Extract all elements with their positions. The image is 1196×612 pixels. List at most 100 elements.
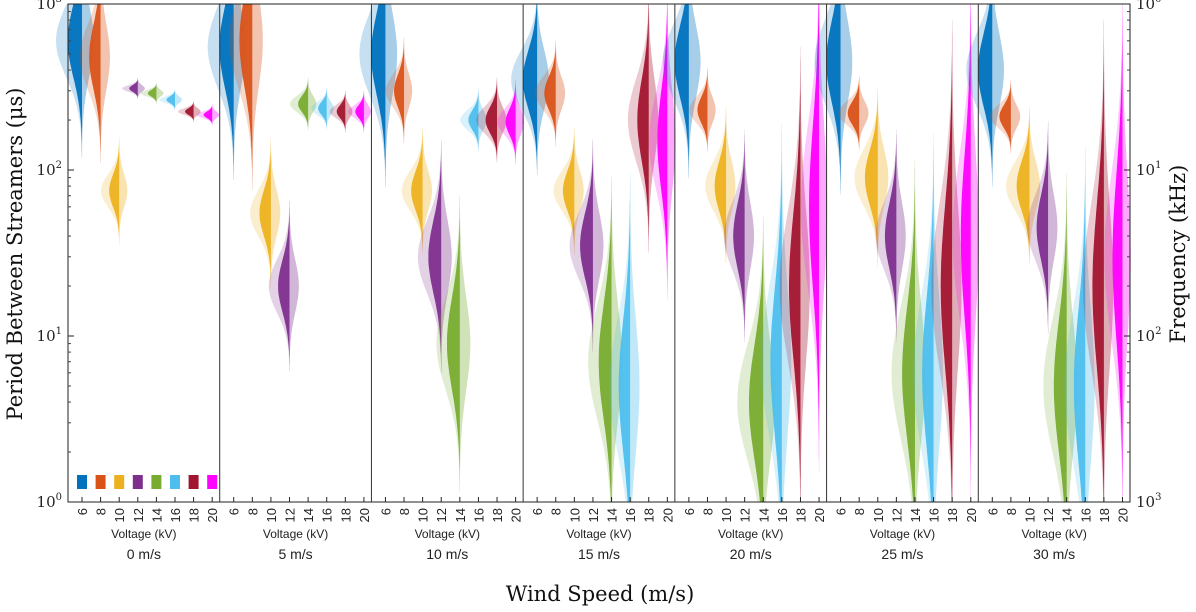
violin-core-25-8	[847, 75, 860, 151]
violin-core-15-10	[562, 126, 575, 255]
x-tick-label: 18	[338, 508, 353, 522]
y-tick-exp: 3	[56, 0, 62, 5]
panel-xlabel: Voltage (kV)	[263, 527, 328, 541]
violin-core-15-20	[657, 4, 668, 301]
x-tick-label: 10	[112, 508, 127, 522]
x-tick-label: 6	[378, 508, 393, 515]
violin-core-30-10	[1016, 106, 1030, 266]
y2-tick-label: 100	[1136, 0, 1161, 13]
violin-right-30-14	[1066, 173, 1078, 503]
y2-tick-base: 10	[1136, 0, 1155, 13]
panel-wind-label: 15 m/s	[578, 546, 620, 562]
violin-right-20-8	[707, 67, 716, 153]
y-tick-label: 103	[37, 0, 62, 13]
violin-core-5-18	[336, 90, 346, 133]
violin-core-30-8	[999, 79, 1011, 154]
x-tick-label: 20	[964, 508, 979, 522]
violin-right-30-8	[1010, 79, 1021, 154]
x-tick-label: 16	[623, 508, 638, 522]
violin-right-25-20	[970, 4, 979, 502]
x-tick-label: 20	[509, 508, 524, 522]
x-tick-label: 10	[416, 508, 431, 522]
x-tick-label: 10	[264, 508, 279, 522]
legend-swatch-18kv	[188, 475, 199, 489]
violin-right-10-6	[385, 4, 398, 187]
violin-core-15-12	[580, 139, 593, 352]
violin-right-30-16	[1085, 146, 1095, 502]
y-tick-exp: 0	[56, 492, 62, 503]
violin-core-25-10	[864, 87, 878, 268]
x-tick-label: 12	[434, 508, 449, 522]
x-tick-label: 8	[1004, 508, 1019, 515]
violin-right-5-10	[270, 138, 281, 288]
violin-right-20-14	[763, 216, 775, 502]
x-tick-label: 16	[775, 508, 790, 522]
plot-frame	[67, 3, 1131, 503]
x-tick-label: 6	[985, 508, 1000, 515]
violin-core-30-16	[1073, 146, 1086, 502]
violin-core-0-20	[203, 104, 213, 126]
x-tick-label: 10	[719, 508, 734, 522]
violin-right-25-6	[840, 4, 853, 195]
violin-core-10-12	[428, 139, 442, 374]
violin-right-30-12	[1048, 121, 1058, 334]
violin-core-10-18	[485, 77, 498, 163]
legend	[77, 475, 218, 489]
y-axis-label: Period Between Streamers (μs)	[3, 88, 27, 421]
violin-right-10-8	[404, 37, 413, 144]
y-tick-exp: 1	[56, 326, 62, 337]
x-tick-label: 6	[682, 508, 697, 515]
violin-core-5-6	[219, 4, 234, 180]
y2-tick-base: 10	[1136, 493, 1155, 511]
x-tick-label: 16	[1078, 508, 1093, 522]
x-tick-label: 20	[357, 508, 372, 522]
x-tick-label: 8	[852, 508, 867, 515]
y-tick-label: 102	[37, 160, 62, 179]
violin-right-15-16	[630, 173, 640, 503]
violin-right-0-18	[193, 100, 201, 123]
violin-core-10-14	[447, 194, 460, 493]
y-tick-base: 10	[37, 327, 56, 345]
violin-core-15-16	[618, 173, 631, 503]
violin-core-25-18	[940, 20, 953, 503]
violin-right-30-20	[1122, 4, 1131, 502]
violin-core-5-12	[278, 201, 290, 372]
violin-core-20-8	[697, 67, 708, 153]
x-tick-label: 8	[397, 508, 412, 515]
x-tick-label: 18	[793, 508, 808, 522]
x-tick-label: 12	[889, 508, 904, 522]
violin-right-30-10	[1029, 106, 1040, 266]
violin-right-5-8	[252, 4, 263, 190]
violin-core-20-12	[733, 129, 745, 343]
violin-core-20-20	[809, 4, 820, 473]
violin-core-0-16	[166, 89, 175, 111]
panel-xlabel: Voltage (kV)	[718, 527, 783, 541]
violin-core-25-12	[884, 129, 897, 343]
x-tick-label: 18	[187, 508, 202, 522]
x-tick-label: 12	[1041, 508, 1056, 522]
violin-core-20-10	[714, 106, 727, 266]
y-tick-base: 10	[37, 493, 56, 511]
legend-swatch-12kv	[132, 475, 143, 489]
violin-core-10-6	[371, 4, 386, 187]
violin-core-5-10	[259, 138, 271, 288]
violin-core-30-14	[1053, 173, 1067, 503]
violin-right-15-10	[574, 126, 584, 255]
x-tick-label: 16	[168, 508, 183, 522]
violin-right-25-16	[933, 133, 943, 502]
violin-right-25-14	[914, 160, 926, 503]
panel-xlabel: Voltage (kV)	[1021, 527, 1086, 541]
x-tick-label: 20	[1115, 508, 1130, 522]
x-axis-label: Wind Speed (m/s)	[506, 582, 695, 606]
x-tick-label: 12	[131, 508, 146, 522]
violin-right-10-18	[497, 77, 507, 163]
violin-core-20-14	[749, 216, 764, 502]
x-tick-label: 14	[301, 508, 316, 522]
violin-right-25-10	[877, 87, 889, 268]
x-tick-label: 6	[530, 508, 545, 515]
violin-core-0-14	[147, 82, 157, 104]
violin-right-5-12	[289, 201, 299, 372]
x-tick-label: 10	[1022, 508, 1037, 522]
y-tick-label: 101	[37, 326, 62, 345]
x-tick-label: 8	[245, 508, 260, 515]
